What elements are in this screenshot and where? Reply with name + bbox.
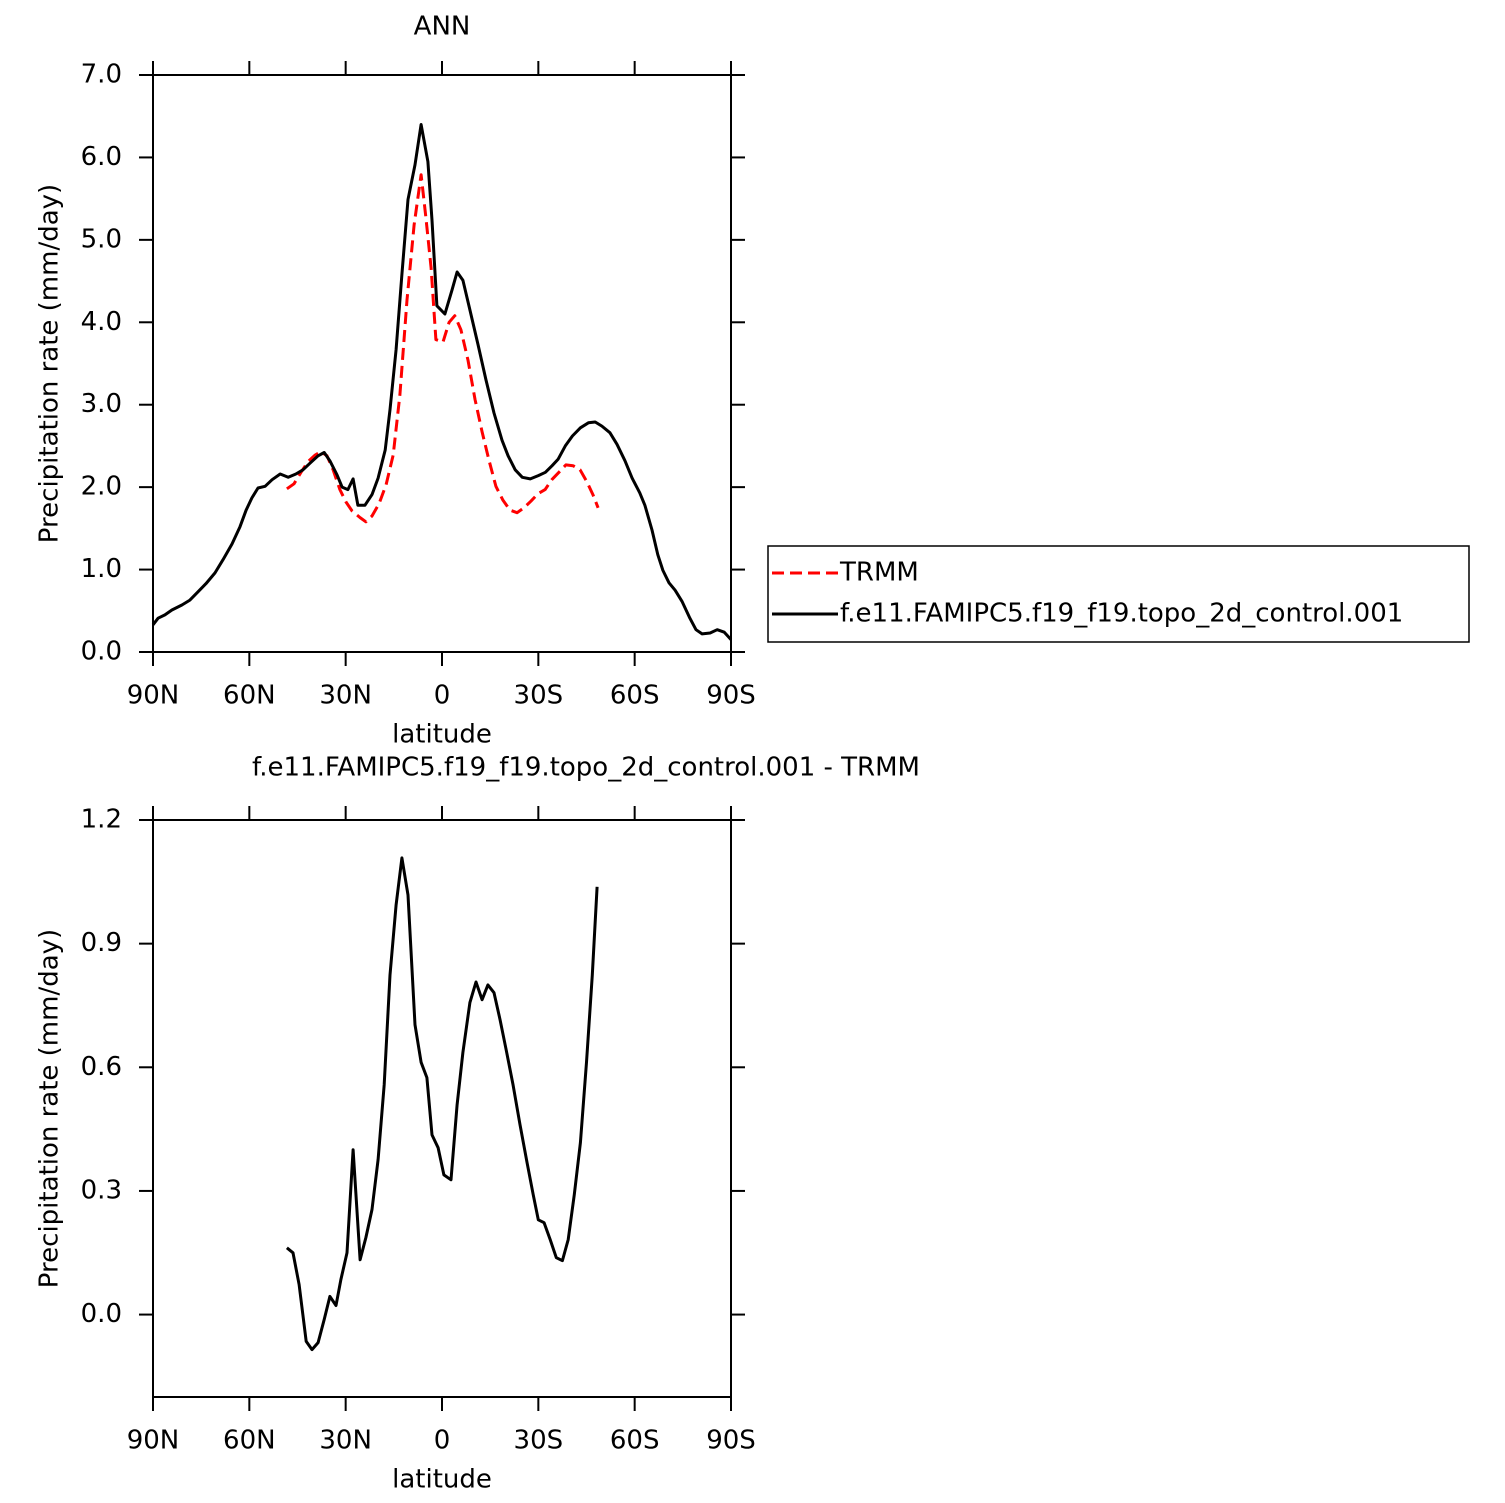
x-tick-label: 60S	[610, 681, 660, 711]
x-tick-label: 0	[434, 681, 451, 711]
chart-title: f.e11.FAMIPC5.f19_f19.topo_2d_control.00…	[252, 753, 920, 783]
x-tick-label: 30N	[319, 1426, 372, 1456]
y-tick-label: 0.6	[81, 1052, 122, 1082]
y-tick-label: 2.0	[81, 472, 122, 502]
x-axis-label: latitude	[392, 720, 492, 750]
plot-frame	[152, 819, 732, 1398]
legend-label: TRMM	[839, 558, 919, 588]
y-tick-label: 1.0	[81, 554, 122, 584]
data-line	[286, 173, 600, 524]
x-tick-label: 0	[434, 1426, 451, 1456]
x-tick-label: 30N	[319, 681, 372, 711]
y-tick-label: 0.0	[81, 637, 122, 667]
y-tick-label: 0.9	[81, 928, 122, 958]
y-axis-label: Precipitation rate (mm/day)	[35, 184, 65, 543]
x-tick-label: 90N	[127, 681, 180, 711]
x-tick-label: 90N	[127, 1426, 180, 1456]
x-tick-label: 90S	[706, 1426, 756, 1456]
data-line	[151, 123, 733, 641]
y-tick-label: 0.3	[81, 1175, 122, 1205]
legend-label: f.e11.FAMIPC5.f19_f19.topo_2d_control.00…	[840, 599, 1403, 629]
x-tick-label: 60N	[223, 1426, 276, 1456]
y-axis-label: Precipitation rate (mm/day)	[35, 929, 65, 1288]
x-tick-label: 60S	[610, 1426, 660, 1456]
data-line	[285, 856, 599, 1352]
y-tick-label: 6.0	[81, 142, 122, 172]
x-tick-label: 30S	[514, 681, 564, 711]
y-tick-label: 0.0	[81, 1299, 122, 1329]
x-tick-label: 60N	[223, 681, 276, 711]
chart-title: ANN	[414, 12, 471, 42]
plot-frame	[152, 74, 732, 653]
x-tick-label: 30S	[514, 1426, 564, 1456]
y-tick-label: 4.0	[81, 307, 122, 337]
x-axis-label: latitude	[392, 1465, 492, 1495]
y-tick-label: 7.0	[81, 60, 122, 90]
legend-box	[767, 545, 1470, 643]
y-tick-label: 3.0	[81, 389, 122, 419]
y-tick-label: 1.2	[81, 805, 122, 835]
y-tick-label: 5.0	[81, 224, 122, 254]
x-tick-label: 90S	[706, 681, 756, 711]
